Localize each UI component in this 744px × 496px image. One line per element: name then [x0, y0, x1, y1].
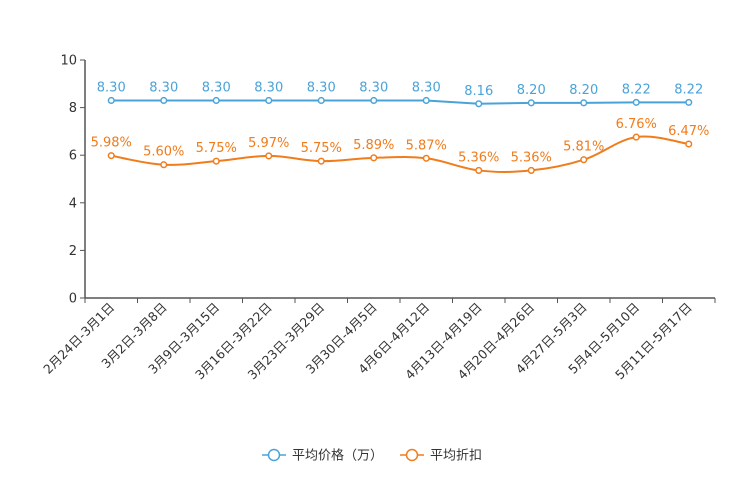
data-label: 5.81%	[563, 140, 604, 155]
y-tick-label: 6	[69, 149, 77, 164]
data-label: 8.22	[674, 82, 703, 97]
data-label: 8.22	[622, 82, 651, 97]
data-point[interactable]	[370, 96, 378, 105]
legend-label: 平均价格（万）	[292, 448, 383, 464]
series-line	[111, 135, 689, 173]
data-point[interactable]	[422, 96, 430, 105]
data-point[interactable]	[632, 133, 640, 141]
data-label: 5.89%	[353, 138, 394, 153]
data-point[interactable]	[422, 154, 430, 162]
data-point[interactable]	[632, 98, 640, 106]
data-point[interactable]	[107, 152, 115, 160]
legend-circle-icon	[405, 448, 419, 462]
series-layer: 8.30 8.30 8.30 8.30 8.30 8.30 8.30 8.16 8.20 8.20…	[91, 80, 709, 174]
legend-item[interactable]: 平均价格（万）	[262, 448, 383, 464]
data-label: 8.30	[149, 80, 178, 95]
y-axis-ticks: 0 2 4 6 8 10	[60, 54, 85, 307]
data-label: 8.20	[569, 83, 598, 98]
y-tick-label: 4	[69, 196, 77, 211]
data-label: 5.97%	[248, 136, 289, 151]
data-label: 8.16	[464, 84, 493, 99]
data-point[interactable]	[527, 99, 535, 107]
data-point[interactable]	[370, 154, 378, 162]
data-label: 5.87%	[406, 138, 447, 153]
data-label: 6.47%	[668, 124, 709, 139]
series-avg-price: 8.30 8.30 8.30 8.30 8.30 8.30 8.30 8.16 8.20 8.20…	[97, 80, 703, 108]
legend-label: 平均折扣	[430, 449, 482, 464]
data-point[interactable]	[580, 156, 588, 164]
data-point[interactable]	[107, 96, 115, 105]
data-point[interactable]	[160, 161, 168, 169]
data-point[interactable]	[317, 96, 325, 105]
legend[interactable]: 平均价格（万） 平均折扣	[262, 448, 482, 464]
y-tick-label: 10	[60, 54, 77, 69]
data-point[interactable]	[317, 157, 325, 165]
data-point[interactable]	[265, 152, 273, 160]
data-label: 8.30	[307, 80, 336, 95]
legend-item[interactable]: 平均折扣	[400, 449, 482, 464]
y-tick-label: 2	[69, 244, 77, 259]
data-label: 8.30	[202, 80, 231, 95]
data-label: 5.98%	[91, 136, 132, 151]
data-label: 5.75%	[301, 141, 342, 156]
data-label: 5.36%	[511, 150, 552, 165]
data-label: 8.30	[97, 80, 126, 95]
legend-circle-icon	[267, 448, 281, 462]
data-point[interactable]	[475, 100, 483, 108]
data-point[interactable]	[212, 96, 220, 105]
data-point[interactable]	[685, 98, 693, 106]
data-label: 8.20	[517, 83, 546, 98]
data-point[interactable]	[475, 166, 483, 174]
data-point[interactable]	[212, 157, 220, 165]
data-label: 5.75%	[196, 141, 237, 156]
data-point[interactable]	[265, 96, 273, 105]
data-label: 5.36%	[458, 150, 499, 165]
y-tick-label: 8	[69, 101, 77, 116]
data-label: 5.60%	[143, 145, 184, 160]
data-point[interactable]	[685, 140, 693, 148]
x-axis-ticks: 2月24日-3月1日3月2日-3月8日3月9日-3月15日3月16日-3月22日…	[40, 298, 716, 382]
data-label: 8.30	[412, 80, 441, 95]
data-point[interactable]	[527, 166, 535, 174]
data-label: 6.76%	[616, 117, 657, 132]
y-tick-label: 0	[69, 292, 77, 307]
data-label: 8.30	[254, 80, 283, 95]
data-point[interactable]	[580, 99, 588, 107]
series-avg-discount: 5.98% 5.60% 5.75% 5.97% 5.75% 5.89% 5.87% 5.36%…	[91, 117, 709, 174]
series-line	[111, 99, 689, 105]
data-label: 8.30	[359, 80, 388, 95]
data-point[interactable]	[160, 96, 168, 105]
